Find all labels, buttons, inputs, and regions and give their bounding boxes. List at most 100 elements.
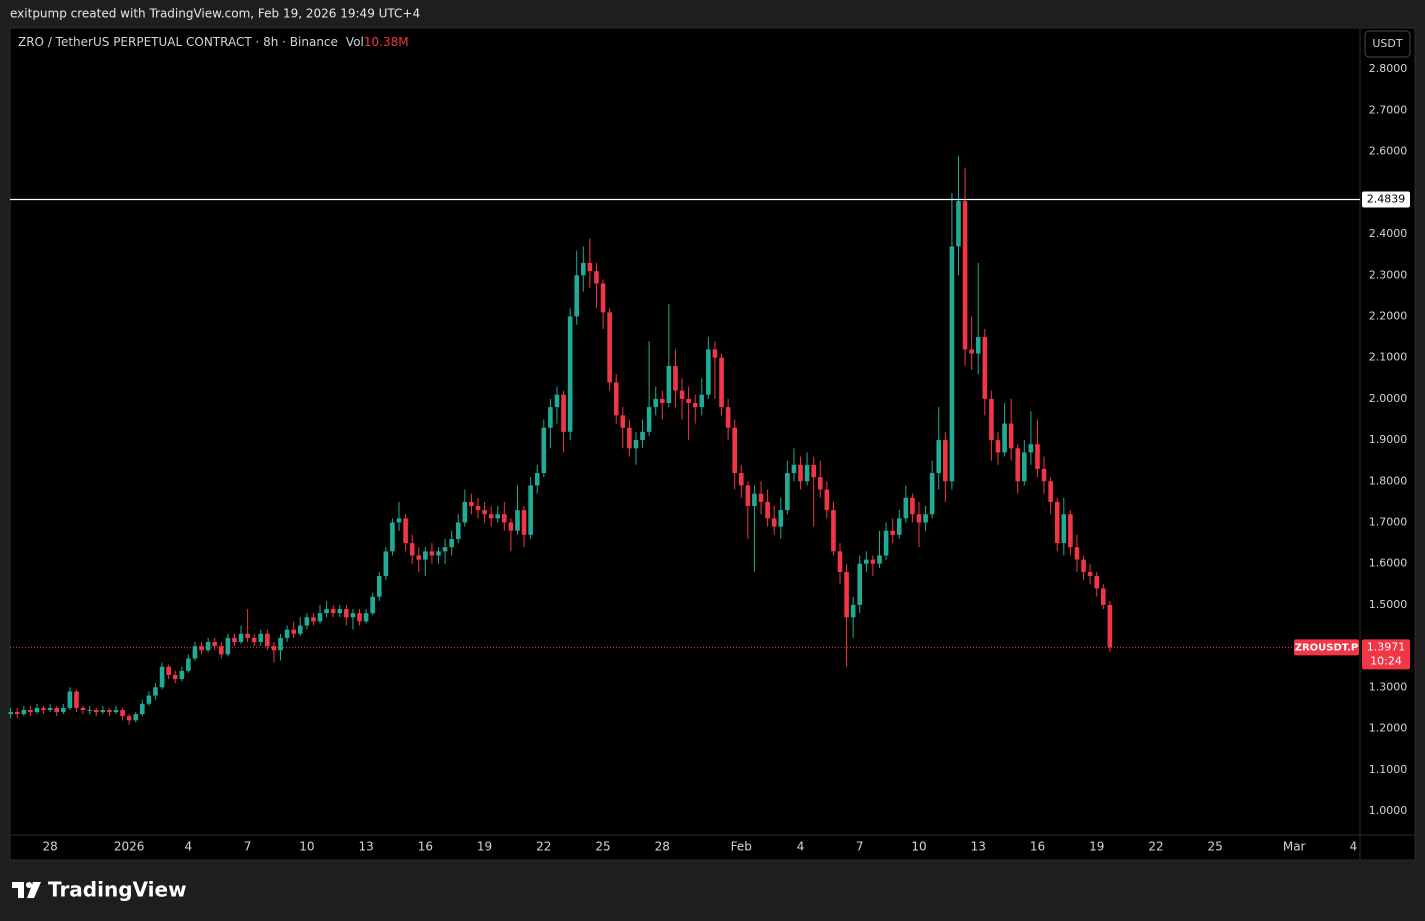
y-tick-label: 1.6000 xyxy=(1369,557,1408,570)
candle-body xyxy=(475,506,481,511)
candle-body xyxy=(831,510,836,552)
candle-body xyxy=(943,440,948,482)
candle-body xyxy=(798,464,803,482)
x-tick-label: 28 xyxy=(43,840,58,854)
candle-body xyxy=(8,712,13,715)
candle-body xyxy=(317,613,323,622)
candle-body xyxy=(245,633,250,638)
currency-button[interactable] xyxy=(1364,30,1411,58)
candle-body xyxy=(982,337,988,399)
candle-body xyxy=(890,530,895,535)
candle-body xyxy=(640,431,645,441)
attribution: exitpump created with TradingView.com, F… xyxy=(10,7,420,21)
candle-body xyxy=(692,402,698,408)
candle-body xyxy=(633,440,639,449)
y-tick-label: 1.3000 xyxy=(1369,680,1408,693)
logo-stroke xyxy=(27,882,41,898)
candle-body xyxy=(824,489,830,511)
candle-body xyxy=(528,485,533,535)
candle-body xyxy=(205,642,211,651)
candle-body xyxy=(620,415,626,428)
candle-body xyxy=(896,518,902,535)
candle-body xyxy=(126,716,132,721)
candle-body xyxy=(363,613,369,622)
candle-body xyxy=(74,691,79,708)
candle-body xyxy=(436,551,441,556)
candle-body xyxy=(587,262,593,272)
y-tick-label: 1.2000 xyxy=(1369,722,1408,735)
x-tick-label: 7 xyxy=(856,840,864,854)
candle-body xyxy=(416,555,422,560)
candle-body xyxy=(192,646,198,659)
candle-body xyxy=(232,637,237,643)
candle-body xyxy=(699,394,705,408)
candle-body xyxy=(916,514,922,523)
candle-body xyxy=(80,707,86,711)
x-tick-label: 13 xyxy=(358,840,373,854)
currency-button-label[interactable]: USDT xyxy=(1372,37,1403,50)
candle-body xyxy=(864,559,869,564)
candle-body xyxy=(706,349,711,395)
candle-body xyxy=(28,710,33,713)
candle-body xyxy=(1081,559,1086,572)
candle-body xyxy=(383,551,389,577)
candle-body xyxy=(251,637,257,643)
x-tick-label: 16 xyxy=(418,840,433,854)
candle-body xyxy=(1028,444,1034,453)
candle-body xyxy=(1061,514,1067,544)
candle-body xyxy=(199,646,204,651)
candle-body xyxy=(488,514,494,519)
x-tick-label: 22 xyxy=(1148,840,1163,854)
volume-label: Vol xyxy=(346,35,364,49)
x-tick-label: 2026 xyxy=(114,840,145,854)
y-tick-label: 2.4000 xyxy=(1369,227,1408,240)
y-tick-label: 1.7000 xyxy=(1369,516,1408,529)
candle-body xyxy=(1041,468,1047,482)
candle-body xyxy=(212,642,218,647)
y-tick-label: 2.3000 xyxy=(1369,268,1408,281)
countdown-label: 10:24 xyxy=(1370,654,1402,667)
candle-body xyxy=(686,398,691,403)
x-tick-label: 13 xyxy=(971,840,986,854)
candle-body xyxy=(758,493,764,502)
candle-body xyxy=(291,629,296,634)
candle-body xyxy=(949,246,955,482)
brand-logo xyxy=(12,882,41,898)
candle-body xyxy=(989,398,994,441)
candle-body xyxy=(409,543,415,556)
candle-body xyxy=(719,357,724,408)
candle-body xyxy=(534,473,540,486)
candle-body xyxy=(449,538,454,548)
candle-body xyxy=(785,473,790,511)
x-tick-label: 25 xyxy=(1208,840,1223,854)
candle-body xyxy=(679,390,685,399)
brand-name: TradingView xyxy=(48,878,187,902)
candle-body xyxy=(581,262,586,276)
candle-body xyxy=(936,440,942,474)
candle-body xyxy=(594,271,599,284)
candle-body xyxy=(515,510,520,531)
candle-body xyxy=(146,695,152,704)
candle-body xyxy=(225,637,231,655)
candle-body xyxy=(304,617,310,626)
x-tick-label: 4 xyxy=(1350,840,1358,854)
candle-body xyxy=(923,514,928,523)
y-tick-label: 2.2000 xyxy=(1369,309,1408,322)
candle-body xyxy=(107,710,112,713)
candle-body xyxy=(344,609,349,618)
y-tick-label: 1.0000 xyxy=(1369,804,1408,817)
candle-body xyxy=(350,613,356,618)
candle-body xyxy=(495,514,501,519)
candle-body xyxy=(159,666,165,688)
candle-body xyxy=(600,283,606,313)
volume-value: 10.38M xyxy=(364,35,409,49)
candle-body xyxy=(218,646,224,655)
candle-body xyxy=(745,485,751,507)
candle-body xyxy=(153,687,158,696)
y-tick-label: 1.1000 xyxy=(1369,763,1408,776)
x-tick-label: 7 xyxy=(244,840,252,854)
y-tick-label: 1.9000 xyxy=(1369,433,1408,446)
candle-body xyxy=(791,464,797,474)
x-tick-label: 10 xyxy=(299,840,314,854)
